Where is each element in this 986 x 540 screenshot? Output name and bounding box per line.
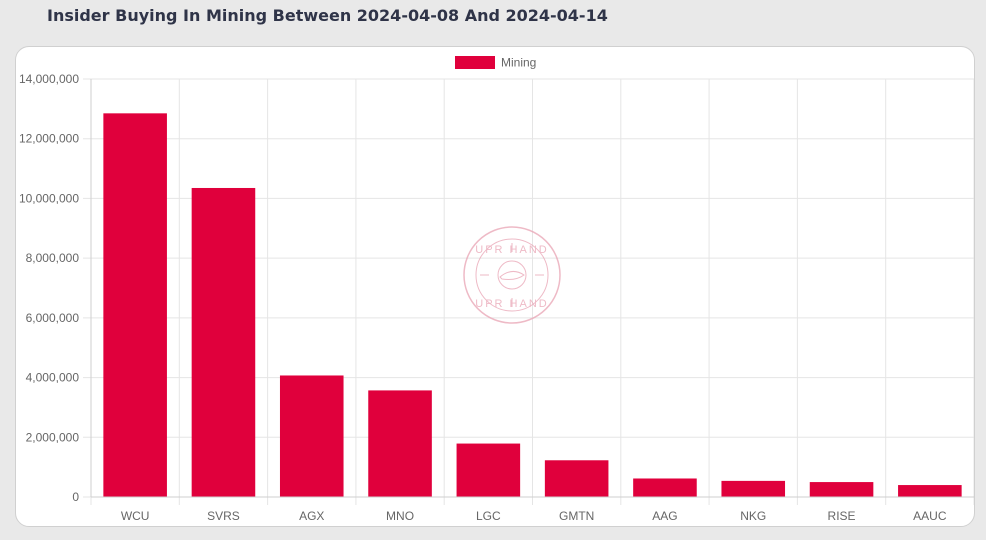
y-tick-label: 8,000,000	[26, 251, 80, 265]
y-tick-label: 2,000,000	[26, 430, 80, 444]
legend[interactable]: Mining	[455, 56, 536, 70]
axes: 0 2,000,000 4,000,000 6,000,000 8,000,000 10,…	[19, 72, 974, 523]
legend-label: Mining	[501, 56, 536, 70]
x-tick-label: NKG	[740, 509, 766, 523]
x-tick-label: LGC	[476, 509, 501, 523]
bars	[103, 113, 962, 497]
y-tick-label: 12,000,000	[19, 132, 79, 146]
bar-agx[interactable]	[279, 375, 344, 497]
bar-chart: UPR HAND UPR HAND 0 2,000,000 4,000,000 6,0…	[19, 56, 974, 523]
bar-lgc[interactable]	[456, 443, 521, 497]
x-tick-label: AGX	[299, 509, 324, 523]
bar-nkg[interactable]	[721, 480, 786, 497]
bar-rise[interactable]	[809, 482, 874, 497]
x-tick-label: GMTN	[559, 509, 594, 523]
bar-wcu[interactable]	[103, 113, 167, 497]
y-tick-label: 0	[72, 490, 79, 504]
bar-mno[interactable]	[368, 390, 432, 497]
x-tick-label: AAUC	[913, 509, 947, 523]
upr-hand-watermark: UPR HAND UPR HAND	[463, 226, 561, 324]
legend-swatch	[455, 56, 495, 69]
watermark-text-bottom: UPR HAND	[475, 298, 548, 310]
bar-svrs[interactable]	[191, 187, 256, 497]
y-tick-label: 4,000,000	[26, 371, 80, 385]
x-tick-label: MNO	[386, 509, 414, 523]
watermark-text-top: UPR HAND	[475, 244, 548, 256]
bar-gmtn[interactable]	[544, 460, 609, 497]
bar-aag[interactable]	[633, 478, 697, 497]
bar-aauc[interactable]	[898, 485, 962, 497]
chart-card: UPR HAND UPR HAND 0 2,000,000 4,000,000 6,0…	[15, 46, 975, 527]
page-title: Insider Buying In Mining Between 2024-04…	[47, 6, 608, 25]
x-tick-label: RISE	[828, 509, 856, 523]
y-tick-label: 10,000,000	[19, 191, 79, 205]
x-tick-label: AAG	[652, 509, 677, 523]
x-tick-label: SVRS	[207, 509, 240, 523]
y-tick-label: 14,000,000	[19, 72, 79, 86]
x-tick-label: WCU	[121, 509, 150, 523]
y-tick-label: 6,000,000	[26, 311, 80, 325]
